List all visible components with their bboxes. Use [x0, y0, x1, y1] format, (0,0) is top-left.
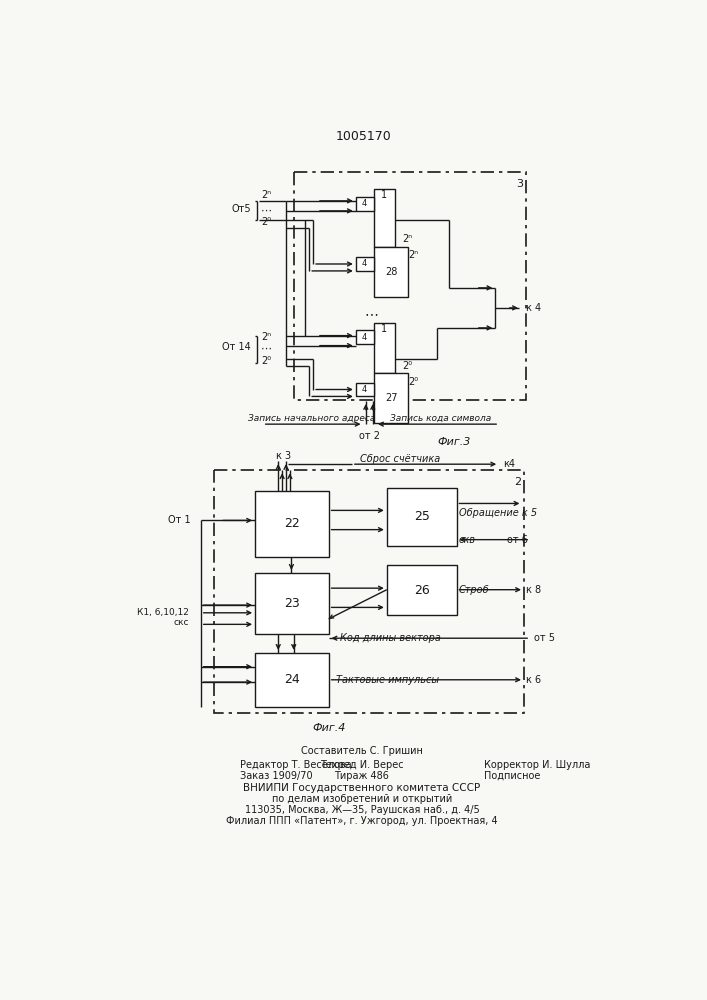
Text: 1: 1 [381, 190, 387, 200]
Text: К1, 6,10,12: К1, 6,10,12 [137, 608, 189, 617]
Text: Редактор Т. Веселова: Редактор Т. Веселова [240, 760, 351, 770]
Text: 26: 26 [414, 584, 429, 597]
Bar [373, 247, 409, 297]
Text: 23: 23 [284, 597, 300, 610]
Bar [293, 172, 526, 400]
Text: Запись начального адреса: Запись начального адреса [248, 414, 375, 423]
Text: Сброс счётчика: Сброс счётчика [360, 454, 440, 464]
Bar [255, 573, 329, 634]
Bar [373, 373, 409, 423]
Bar [387, 565, 457, 615]
Text: Фиг.4: Фиг.4 [312, 723, 345, 733]
Text: скв: скв [459, 535, 476, 545]
Text: 2ⁿ: 2ⁿ [409, 250, 419, 260]
Text: От 14: От 14 [223, 342, 251, 352]
Text: 4: 4 [362, 333, 368, 342]
Bar [214, 470, 524, 713]
Text: 2⁰: 2⁰ [262, 356, 271, 366]
Bar [387, 488, 457, 546]
Text: Филиал ППП «Патент», г. Ужгород, ул. Проектная, 4: Филиал ППП «Патент», г. Ужгород, ул. Про… [226, 816, 498, 826]
Text: 25: 25 [414, 510, 430, 523]
Text: От5: От5 [231, 204, 251, 214]
Text: 1005170: 1005170 [336, 130, 392, 143]
Text: 2ⁿ: 2ⁿ [262, 190, 271, 200]
Text: 28: 28 [385, 267, 397, 277]
Text: по делам изобретений и открытий: по делам изобретений и открытий [271, 794, 452, 804]
Text: скс: скс [174, 618, 189, 627]
Text: Строб: Строб [459, 585, 489, 595]
Text: ВНИИПИ Государственного комитета СССР: ВНИИПИ Государственного комитета СССР [243, 783, 481, 793]
Text: 2⁰: 2⁰ [262, 217, 271, 227]
Text: Фиг.3: Фиг.3 [437, 437, 470, 447]
Text: Подписное: Подписное [484, 771, 540, 781]
Text: 4: 4 [362, 259, 368, 268]
Text: ⋯: ⋯ [261, 344, 272, 354]
Text: от 6: от 6 [507, 535, 527, 545]
Text: 2⁰: 2⁰ [409, 377, 419, 387]
Text: Техред И. Верес: Техред И. Верес [320, 760, 404, 770]
Bar [255, 653, 329, 707]
Text: 22: 22 [284, 517, 300, 530]
Bar [356, 330, 373, 344]
Text: От 1: От 1 [168, 515, 191, 525]
Text: Заказ 1909/70: Заказ 1909/70 [240, 771, 312, 781]
Text: Обращение к 5: Обращение к 5 [459, 508, 537, 518]
Bar [356, 383, 373, 396]
Text: 2⁰: 2⁰ [402, 361, 412, 371]
Text: Тактовые импульсы: Тактовые импульсы [337, 675, 440, 685]
Text: 3: 3 [517, 179, 524, 189]
Text: от 2: от 2 [359, 431, 380, 441]
Text: к 8: к 8 [526, 585, 542, 595]
Text: Корректор И. Шулла: Корректор И. Шулла [484, 760, 590, 770]
Text: к 3: к 3 [276, 451, 291, 461]
Text: к 6: к 6 [526, 675, 542, 685]
Text: Составитель С. Гришин: Составитель С. Гришин [301, 746, 423, 756]
Text: к4: к4 [503, 459, 515, 469]
Text: 113035, Москва, Ж—35, Раушская наб., д. 4/5: 113035, Москва, Ж—35, Раушская наб., д. … [245, 805, 479, 815]
Text: 2ⁿ: 2ⁿ [262, 332, 271, 342]
Text: к 4: к 4 [526, 303, 542, 313]
Text: 2: 2 [514, 477, 521, 487]
Text: 4: 4 [362, 199, 368, 208]
Text: ⋯: ⋯ [364, 307, 378, 321]
Bar [356, 197, 373, 211]
Text: 1: 1 [381, 324, 387, 334]
Text: ⋯: ⋯ [261, 206, 272, 216]
Text: от 5: от 5 [534, 633, 555, 643]
Bar [373, 189, 395, 247]
Text: Код длины вектора: Код длины вектора [340, 633, 441, 643]
Text: Запись кода символа: Запись кода символа [390, 414, 491, 423]
Bar [373, 323, 395, 373]
Text: 4: 4 [362, 385, 368, 394]
Text: 2ⁿ: 2ⁿ [402, 234, 412, 244]
Bar [356, 257, 373, 271]
Bar [255, 491, 329, 557]
Text: 24: 24 [284, 673, 300, 686]
Text: Тираж 486: Тираж 486 [334, 771, 390, 781]
Text: 27: 27 [385, 393, 397, 403]
